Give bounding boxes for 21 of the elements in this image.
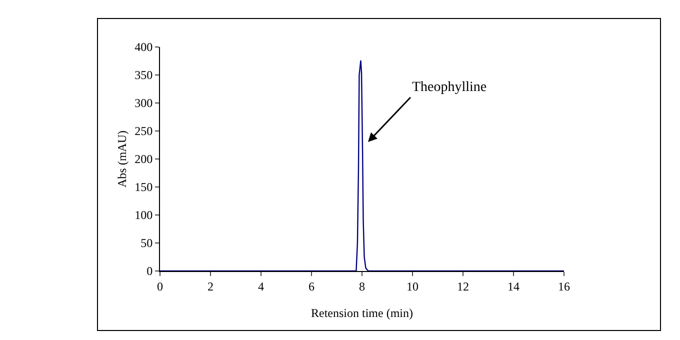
x-axis-title: Retension time (min) [311, 306, 413, 320]
x-tick-label: 16 [558, 279, 570, 294]
y-tick-label: 150 [134, 180, 153, 194]
x-tick-label: 12 [457, 279, 469, 294]
y-tick-label: 100 [134, 208, 153, 222]
x-tick-label: 6 [308, 279, 314, 294]
annotation: Theophylline [412, 80, 487, 95]
y-tick-label: 300 [134, 96, 153, 110]
x-tick-label: 2 [208, 279, 214, 294]
y-tick-label: 200 [134, 152, 153, 166]
y-tick-label: 350 [134, 68, 153, 82]
x-tick-label: 0 [157, 279, 163, 294]
x-tick-label: 10 [406, 279, 418, 294]
y-tick-label: 50 [140, 236, 153, 250]
x-tick-label: 4 [258, 279, 264, 294]
y-tick-label: 250 [134, 124, 153, 138]
y-tick-label: 0 [146, 264, 153, 278]
y-axis-title: Abs (mAU) [115, 130, 129, 188]
x-tick-label: 14 [508, 279, 520, 294]
y-tick-label: 400 [134, 40, 153, 54]
x-tick-label: 8 [359, 279, 365, 294]
